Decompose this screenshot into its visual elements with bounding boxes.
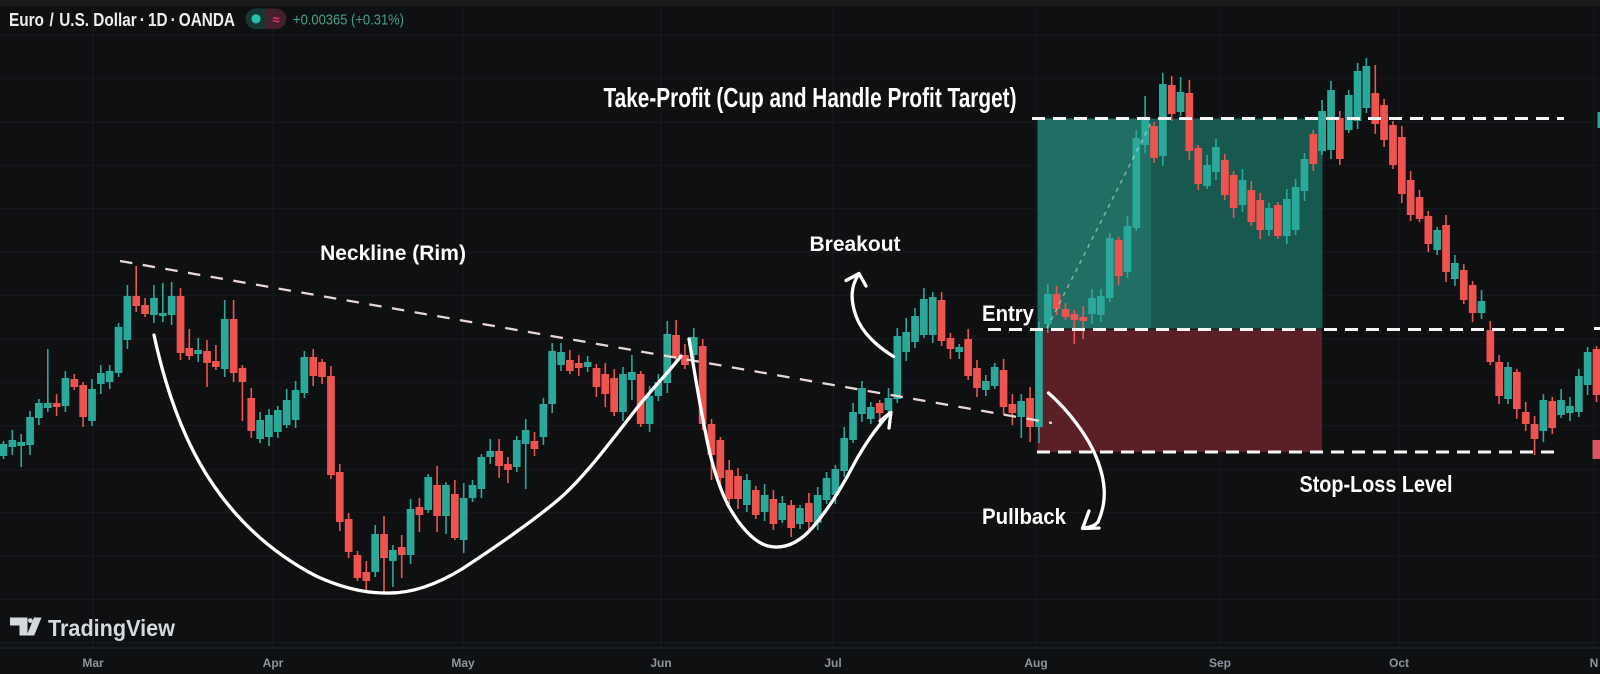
svg-text:Oct: Oct [1389, 656, 1409, 670]
svg-text:May: May [451, 656, 475, 670]
svg-text:Mar: Mar [82, 656, 104, 670]
svg-text:Euro / U.S. Dollar · 1D · OA: Euro / U.S. Dollar · 1D · OANDA [9, 9, 235, 30]
svg-text:Apr: Apr [263, 656, 284, 670]
svg-text:≈: ≈ [272, 12, 279, 27]
svg-text:N: N [1590, 656, 1599, 670]
svg-text:Jul: Jul [824, 656, 841, 670]
svg-text:Aug: Aug [1024, 656, 1047, 670]
svg-text:Breakout: Breakout [809, 233, 900, 256]
svg-text:Take-Profit (Cup and Handle Pr: Take-Profit (Cup and Handle Profit Targe… [604, 82, 1017, 113]
svg-text:Stop-Loss Level: Stop-Loss Level [1300, 471, 1453, 497]
svg-text:TradingView: TradingView [48, 615, 175, 641]
svg-text:Entry: Entry [982, 301, 1035, 326]
svg-text:Neckline (Rim): Neckline (Rim) [320, 242, 466, 265]
svg-text:+0.00365 (+0.31%): +0.00365 (+0.31%) [293, 12, 404, 29]
svg-text:Jun: Jun [650, 656, 671, 670]
svg-text:Sep: Sep [1209, 656, 1231, 670]
svg-text:Pullback: Pullback [982, 504, 1067, 529]
